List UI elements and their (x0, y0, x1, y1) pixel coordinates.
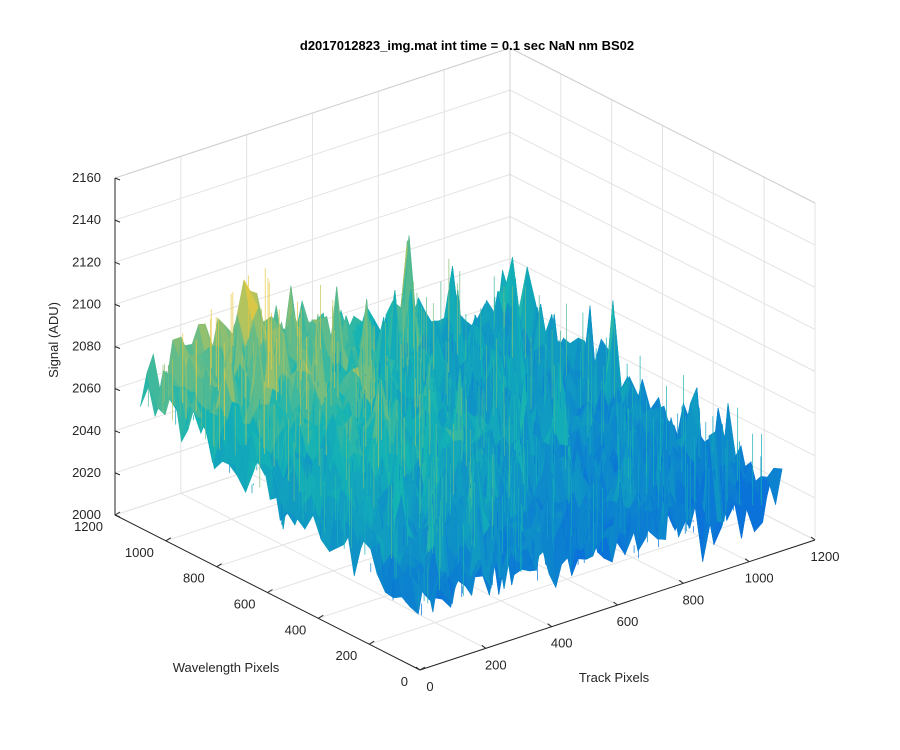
x-tick-mark (481, 644, 487, 649)
back-wall-gridline (114, 173, 511, 305)
box-edge (114, 47, 511, 179)
y-tick-mark (267, 589, 273, 593)
x-tick-label: 200 (485, 657, 507, 672)
z-tick-mark (114, 303, 121, 307)
z-tick-label: 2080 (72, 339, 101, 354)
x-tick-label: 400 (551, 636, 573, 651)
y-axis-label: Wavelength Pixels (173, 660, 280, 675)
surface-layer (140, 235, 783, 616)
z-tick-mark (114, 261, 121, 265)
x-tick-mark (810, 536, 816, 541)
z-tick-mark (114, 472, 121, 476)
box-edge (509, 47, 816, 204)
back-wall-gridline (114, 131, 511, 263)
y-tick-mark (318, 614, 324, 619)
side-wall-gridline (509, 173, 816, 330)
side-wall-gridline (509, 258, 816, 415)
x-tick-mark (547, 623, 553, 628)
z-tick-mark (114, 219, 121, 223)
z-tick-label: 2000 (72, 507, 101, 522)
z-tick-mark (114, 177, 121, 181)
y-tick-label: 1000 (125, 545, 154, 560)
z-tick-label: 2040 (72, 423, 101, 438)
side-wall-gridline (509, 89, 816, 246)
x-tick-label: 800 (682, 592, 704, 607)
back-wall-gridline (114, 89, 511, 221)
x-axis-label: Track Pixels (579, 670, 650, 685)
axes-layer (114, 177, 816, 671)
z-tick-label: 2160 (72, 170, 101, 185)
x-tick-mark (415, 666, 421, 671)
y-tick-mark (165, 537, 172, 542)
x-tick-label: 0 (426, 679, 433, 694)
y-tick-label: 600 (234, 597, 256, 612)
y-tick-mark (216, 563, 222, 568)
floor-gridline (369, 513, 765, 645)
z-tick-label: 2120 (72, 254, 101, 269)
z-tick-label: 2100 (72, 296, 101, 311)
y-tick-mark (419, 666, 426, 671)
x-tick-label: 1000 (745, 571, 774, 586)
z-tick-mark (114, 430, 121, 434)
back-wall-gridline (114, 216, 511, 347)
side-wall-gridline (509, 216, 816, 372)
x-tick-mark (678, 579, 684, 584)
z-tick-mark (114, 514, 121, 518)
y-tick-mark (114, 511, 121, 516)
side-wall-gridline (509, 300, 816, 457)
y-tick-label: 400 (285, 622, 307, 637)
z-tick-label: 2060 (72, 381, 101, 396)
z-tick-label: 2020 (72, 465, 101, 480)
x-tick-mark (744, 558, 750, 563)
x-tick-label: 600 (617, 614, 639, 629)
surface-patch (767, 467, 783, 505)
y-tick-label: 800 (183, 571, 205, 586)
x-tick-mark (613, 601, 618, 606)
y-tick-mark (368, 640, 375, 645)
chart-title: d2017012823_img.mat int time = 0.1 sec N… (300, 38, 634, 53)
z-tick-mark (114, 346, 121, 349)
z-tick-label: 2140 (72, 212, 101, 227)
tick-label-layer: 0 200 400 600 800 1000 1200 0 200 400 600 800 1000 12… (72, 170, 839, 694)
y-tick-label: 0 (401, 674, 408, 689)
y-tick-label: 1200 (74, 519, 103, 534)
z-tick-mark (114, 388, 121, 392)
side-wall-gridline (509, 131, 816, 288)
x-tick-label: 1200 (811, 549, 840, 564)
y-tick-label: 200 (335, 648, 357, 663)
z-axis-label: Signal (ADU) (46, 302, 61, 378)
